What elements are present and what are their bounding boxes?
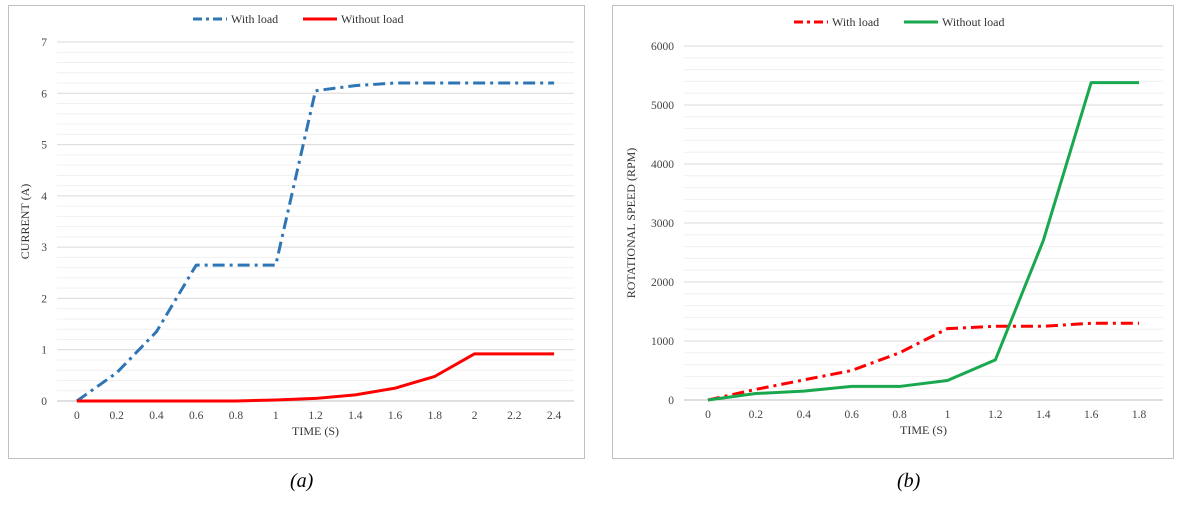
y-tick-label: 5: [41, 140, 47, 152]
y-tick-label: 4: [41, 191, 47, 203]
current-chart: 0 1 2 3 4 5 6 7 0 0.2 0.4 0.6 0.8 1 1.2 1.4 1.6 1.8 2 2.2 2.…: [18, 12, 574, 438]
x-tick-label: 0.4: [149, 410, 164, 422]
x-tick-label: 0.6: [189, 410, 204, 422]
y-tick-label: 5000: [651, 100, 674, 112]
speed-chart: 0 1000 2000 3000 4000 5000 6000 0 0.2 0.4 0.6 0.8 1 1…: [624, 15, 1163, 437]
series-line-without-load: [76, 352, 555, 403]
y-axis-label: ROTATIONAL SPEED (RPM): [624, 148, 638, 299]
y-axis-label: CURRENT (A): [18, 184, 32, 259]
chart-panel-a: 0 1 2 3 4 5 6 7 0 0.2 0.4 0.6 0.8 1 1.2 1.4 1.6 1.8 2 2.2 2.…: [8, 5, 585, 459]
x-tick-label: 2.4: [547, 410, 562, 422]
x-tick-label: 0: [74, 410, 80, 422]
series-line-without-load: [707, 81, 1140, 402]
y-tick-label: 7: [41, 37, 47, 49]
y-tick-label: 6000: [651, 41, 674, 53]
caption-b: (b): [897, 470, 921, 492]
y-tick-label: 1000: [651, 336, 674, 348]
x-tick-label: 0.6: [844, 409, 859, 421]
y-tick-label: 4000: [651, 159, 674, 171]
y-tick-label: 3: [41, 242, 47, 254]
x-tick-label: 1.8: [1132, 409, 1147, 421]
x-tick-label: 0.2: [749, 409, 764, 421]
x-tick-label: 0.8: [892, 409, 907, 421]
legend-label: With load: [832, 15, 879, 29]
legend-label: Without load: [341, 12, 404, 26]
y-tick-label: 2000: [651, 277, 674, 289]
x-tick-label: 1.4: [348, 410, 363, 422]
x-tick-label: 2.2: [507, 410, 522, 422]
x-tick-label: 1.4: [1036, 409, 1051, 421]
series-line-with-load: [76, 81, 555, 403]
x-axis-label: TIME (S): [292, 424, 339, 438]
x-tick-label: 2: [472, 410, 478, 422]
legend-label: Without load: [942, 15, 1005, 29]
chart-panel-b: 0 1000 2000 3000 4000 5000 6000 0 0.2 0.4 0.6 0.8 1 1…: [612, 5, 1174, 459]
y-tick-label: 1: [41, 345, 47, 357]
y-tick-label: 0: [668, 395, 674, 407]
x-tick-label: 1.6: [1084, 409, 1099, 421]
x-tick-label: 0.8: [229, 410, 244, 422]
x-tick-label: 0.4: [797, 409, 812, 421]
x-axis-label: TIME (S): [900, 423, 947, 437]
x-tick-label: 1.8: [428, 410, 443, 422]
x-tick-label: 1.2: [988, 409, 1003, 421]
y-tick-label: 0: [41, 396, 47, 408]
y-tick-label: 6: [41, 88, 47, 100]
y-tick-label: 3000: [651, 218, 674, 230]
caption-a: (a): [290, 470, 314, 492]
x-tick-label: 1.6: [388, 410, 403, 422]
x-tick-label: 1.2: [308, 410, 323, 422]
x-tick-label: 0.2: [109, 410, 124, 422]
x-tick-label: 1: [273, 410, 279, 422]
x-tick-label: 0: [705, 409, 711, 421]
legend-label: With load: [231, 12, 278, 26]
y-tick-label: 2: [41, 293, 47, 305]
x-tick-label: 1: [945, 409, 951, 421]
